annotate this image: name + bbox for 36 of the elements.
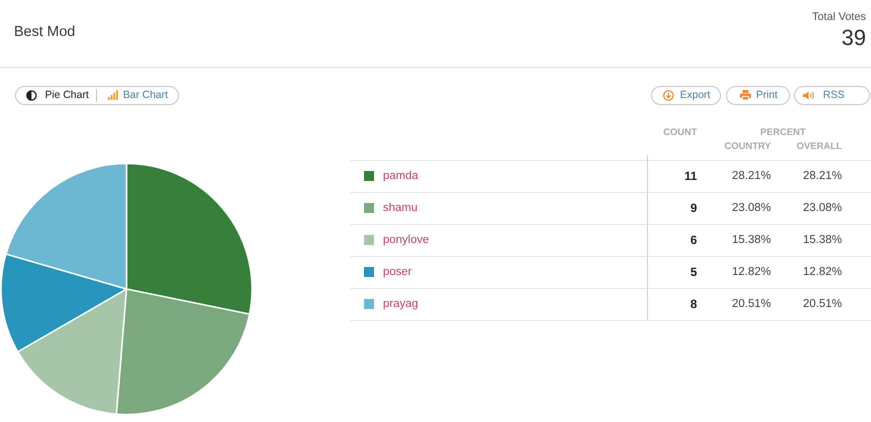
text: 20.51% [732, 297, 771, 312]
text: Export [680, 88, 710, 103]
text: 20.51% [802, 297, 842, 312]
legend-label: shamu [383, 201, 418, 216]
text: 12.82% [732, 265, 771, 280]
legend-label: pamda [383, 169, 418, 184]
data-label: 8 [690, 296, 697, 313]
text: RSS [823, 88, 845, 103]
data-label: 9 [690, 200, 697, 217]
legend-label: ponylove [383, 233, 430, 248]
chart-toggle-button[interactable] [15, 86, 179, 105]
text: COUNTRY [724, 141, 771, 152]
text: Print [756, 88, 778, 103]
data-label: 11 [684, 168, 697, 185]
text: OVERALL [796, 141, 842, 152]
text: 39 [842, 25, 866, 51]
text: Pie Chart [45, 88, 89, 103]
text: 12.82% [802, 265, 842, 280]
print-button[interactable] [726, 86, 790, 105]
text: 28.21% [732, 169, 771, 184]
text: 28.21% [802, 169, 842, 184]
text: Bar Chart [123, 88, 168, 103]
legend-label: poser [383, 265, 412, 280]
chart-title: Best Mod [14, 24, 76, 40]
text: PERCENT [759, 127, 807, 138]
data-label: 6 [690, 232, 697, 249]
text: 15.38% [732, 233, 771, 248]
export-button[interactable] [651, 86, 721, 105]
text: 23.08% [732, 201, 771, 216]
rss-button[interactable] [794, 86, 870, 105]
text: Total Votes [812, 11, 866, 23]
text: COUNT [663, 127, 697, 138]
text: 15.38% [802, 233, 842, 248]
legend-label: prayag [383, 297, 418, 312]
data-label: 5 [690, 264, 697, 281]
text: 23.08% [802, 201, 842, 216]
